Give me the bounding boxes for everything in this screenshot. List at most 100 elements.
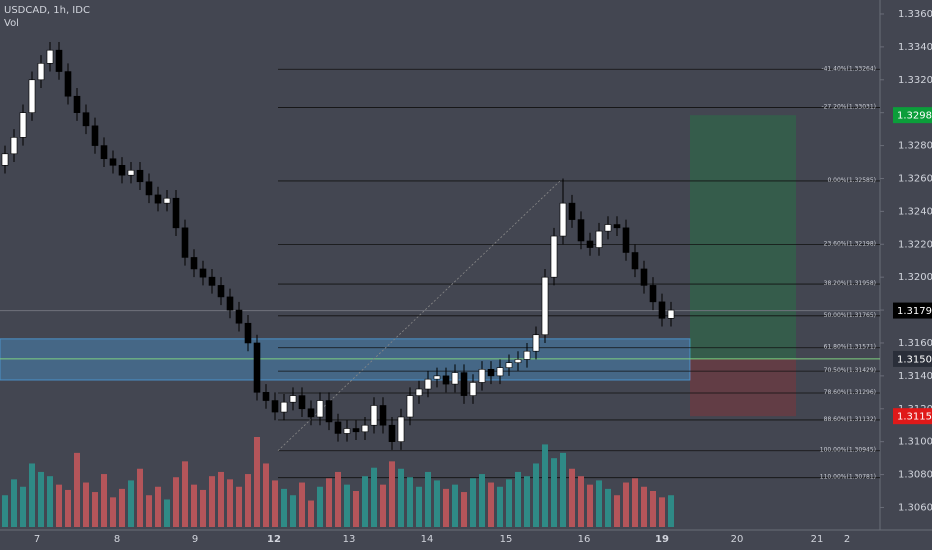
candle-body bbox=[145, 181, 153, 196]
candle-body bbox=[667, 309, 675, 319]
volume-bar bbox=[218, 471, 224, 527]
volume-bar bbox=[578, 476, 584, 527]
candle-body bbox=[532, 334, 540, 352]
volume-bar bbox=[488, 482, 494, 527]
candle-body bbox=[91, 125, 99, 146]
volume-title: Vol bbox=[4, 18, 19, 29]
fib-label: 50.00%(1.31765) bbox=[824, 312, 876, 319]
candle-body bbox=[442, 375, 450, 385]
candle-body bbox=[325, 400, 333, 423]
volume-bar bbox=[470, 478, 476, 527]
fib-label: 110.00%(1.30781) bbox=[820, 474, 876, 481]
volume-bar bbox=[632, 478, 638, 527]
volume-bar bbox=[47, 476, 53, 527]
price-badge-label: 1.31503 bbox=[897, 354, 932, 365]
volume-bar bbox=[362, 476, 368, 527]
y-tick-label: 1.32400 bbox=[898, 206, 932, 217]
y-tick-label: 1.30600 bbox=[898, 502, 932, 513]
fib-label: 78.60%(1.31296) bbox=[824, 389, 876, 396]
volume-bar bbox=[128, 480, 134, 527]
fib-label: -41.40%(1.33264) bbox=[821, 65, 876, 72]
candle-body bbox=[73, 95, 81, 113]
candle-body bbox=[397, 416, 405, 442]
volume-bar bbox=[587, 484, 593, 527]
candle-body bbox=[559, 202, 567, 237]
volume-bar bbox=[65, 489, 71, 527]
candle-body bbox=[136, 169, 144, 183]
candle-body bbox=[307, 408, 315, 418]
volume-bar bbox=[524, 476, 530, 527]
volume-bar bbox=[335, 471, 341, 527]
price-badge-label: 1.31797 bbox=[897, 306, 932, 317]
x-tick-label: 15 bbox=[500, 534, 513, 545]
volume-bar bbox=[389, 461, 395, 527]
candle-body bbox=[406, 395, 414, 418]
candle-body bbox=[100, 145, 108, 160]
price-badge bbox=[893, 107, 932, 124]
volume-bar bbox=[155, 486, 161, 527]
volume-bar bbox=[137, 468, 143, 527]
price-badge bbox=[893, 408, 932, 425]
volume-bar bbox=[479, 474, 485, 527]
candle-body bbox=[460, 372, 468, 396]
y-tick-label: 1.33400 bbox=[898, 42, 932, 53]
candle-body bbox=[352, 428, 360, 433]
candle-body bbox=[181, 227, 189, 258]
y-tick-label: 1.31400 bbox=[898, 371, 932, 382]
x-tick-label: 21 bbox=[811, 534, 824, 545]
candle-body bbox=[469, 382, 477, 396]
fib-label: 23.60%(1.32198) bbox=[824, 241, 876, 248]
plot: -41.40%(1.33264) -27.20%(1.33031) 0.00%(1.… bbox=[0, 41, 880, 527]
candle-body bbox=[109, 158, 117, 166]
volume-bar bbox=[2, 495, 8, 527]
candle-body bbox=[127, 169, 135, 176]
fib-label: 70.50%(1.31429) bbox=[824, 367, 876, 374]
volume-bar bbox=[560, 452, 566, 527]
volume-bar bbox=[434, 480, 440, 527]
fib-label: -27.20%(1.33031) bbox=[821, 104, 876, 111]
volume-bar bbox=[461, 492, 467, 527]
candle-body bbox=[622, 227, 630, 253]
volume-bar bbox=[308, 500, 314, 527]
candle-body bbox=[37, 63, 45, 81]
volume-bar bbox=[245, 474, 251, 527]
candle-body bbox=[46, 49, 54, 64]
volume-bar bbox=[596, 480, 602, 527]
price-badge-label: 1.32985 bbox=[897, 111, 932, 122]
x-tick-label: 8 bbox=[114, 534, 120, 545]
candle-body bbox=[271, 400, 279, 413]
volume-bar bbox=[263, 463, 269, 527]
x-tick-label: 16 bbox=[578, 534, 591, 545]
y-tick-label: 1.31600 bbox=[898, 338, 932, 349]
volume-bar bbox=[236, 486, 242, 527]
candle-body bbox=[577, 219, 585, 242]
candle-body bbox=[19, 112, 27, 138]
candle-body bbox=[289, 395, 297, 403]
volume-bar bbox=[182, 461, 188, 527]
volume-bar bbox=[551, 458, 557, 527]
volume-bar bbox=[344, 484, 350, 527]
volume-bar bbox=[110, 497, 116, 527]
x-tick-label: 13 bbox=[343, 534, 356, 545]
candle-body bbox=[424, 378, 432, 390]
volume-bar bbox=[227, 479, 233, 527]
volume-bar bbox=[542, 444, 548, 527]
fib-label: 61.80%(1.31571) bbox=[824, 344, 876, 351]
volume-bar bbox=[290, 495, 296, 527]
candle-body bbox=[154, 194, 162, 204]
volume-bar bbox=[119, 488, 125, 527]
volume-bar bbox=[164, 499, 170, 527]
candle-body bbox=[613, 224, 621, 229]
volume-bar bbox=[533, 463, 539, 527]
price-badge bbox=[893, 350, 932, 367]
fib-label: 88.60%(1.31132) bbox=[824, 416, 876, 423]
x-tick-label: 20 bbox=[731, 534, 744, 545]
volume-bar bbox=[650, 491, 656, 527]
candle-body bbox=[361, 424, 369, 433]
y-tick-label: 1.32200 bbox=[898, 239, 932, 250]
candle-body bbox=[55, 49, 63, 72]
x-tick-label: 9 bbox=[192, 534, 198, 545]
x-tick-label: 14 bbox=[421, 534, 434, 545]
